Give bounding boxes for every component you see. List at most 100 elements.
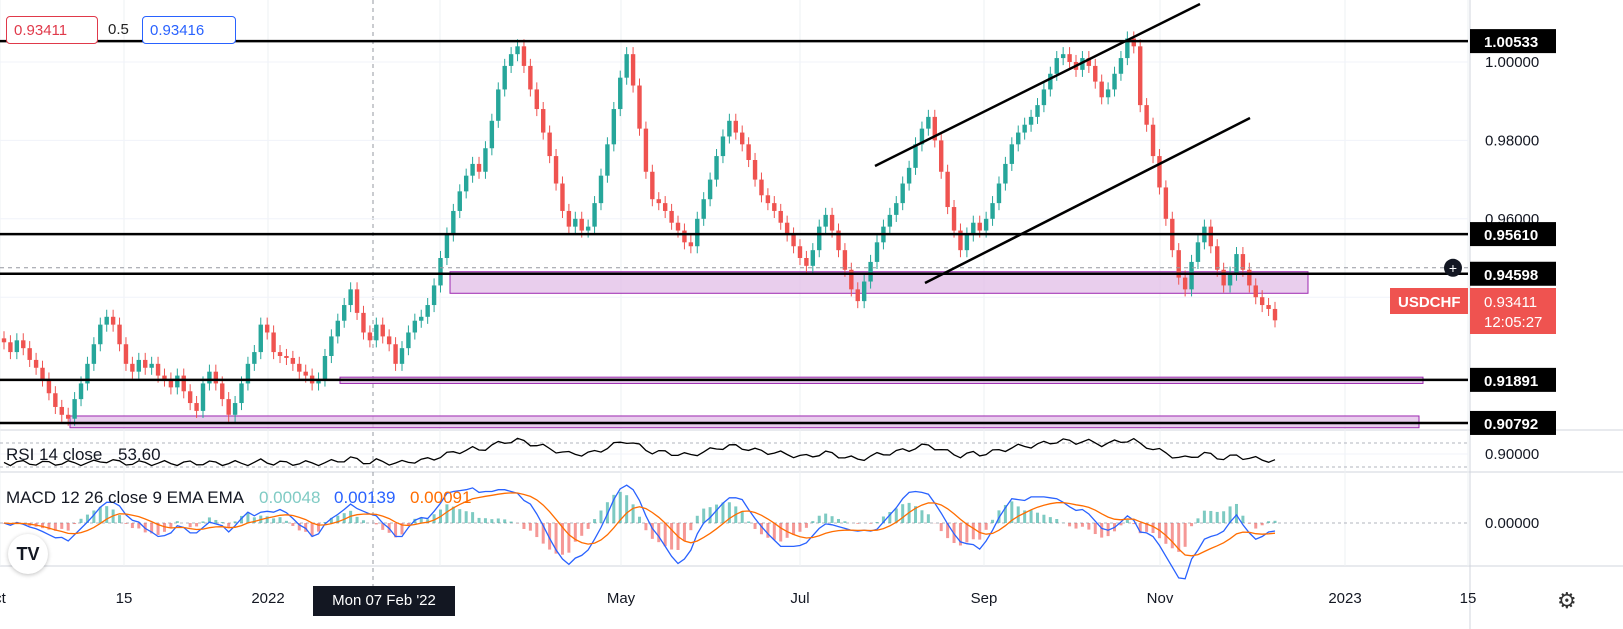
candle-body — [1041, 89, 1047, 106]
macd-hist-bar — [432, 514, 436, 523]
sell-price-box[interactable]: 0.93411 — [6, 16, 98, 44]
buy-price-box[interactable]: 0.93416 — [142, 16, 236, 44]
macd-hist-bar — [220, 522, 224, 523]
candle-body — [252, 352, 257, 364]
candle-body — [945, 171, 950, 208]
macd-hist-bar — [830, 516, 834, 523]
macd-hist-bar — [535, 523, 539, 538]
macd-hist-bar — [721, 502, 725, 523]
candle-body — [643, 128, 649, 172]
macd-hist-bar — [323, 522, 327, 523]
macd-hist-bar — [1016, 506, 1020, 523]
candle-body — [1182, 277, 1188, 290]
macd-hist-bar — [1241, 515, 1245, 523]
candle-body — [528, 65, 533, 90]
crosshair-plus-icon — [1444, 258, 1462, 277]
candle-body — [1131, 38, 1136, 47]
price-tag-bg — [1470, 288, 1556, 334]
candle-body — [720, 136, 726, 157]
candle-body — [1227, 273, 1233, 286]
x-tick-label: 15 — [116, 590, 133, 607]
settings-gear-icon[interactable]: ⚙ — [1557, 588, 1577, 613]
candle-body — [386, 336, 392, 345]
candle-body — [778, 210, 783, 223]
macd-hist-bar — [477, 517, 481, 523]
macd-hist-bar — [214, 519, 218, 523]
macd-hist-bar — [124, 523, 128, 524]
macd-hist-bar — [894, 508, 898, 523]
candle-body — [444, 234, 450, 258]
candle-body — [874, 242, 880, 262]
macd-hist-bar — [1093, 523, 1097, 535]
candle-body — [335, 320, 340, 337]
candle-body — [662, 203, 668, 211]
candle-body — [425, 305, 430, 317]
candle-body — [1009, 144, 1015, 164]
macd-hist-bar — [869, 523, 873, 524]
macd-hist-bar — [451, 506, 455, 523]
macd-hist-bar — [419, 517, 423, 523]
candle-body — [1266, 305, 1271, 309]
macd-hist-bar — [888, 512, 892, 523]
candle-body — [470, 163, 475, 176]
macd-hist-bar — [233, 521, 237, 523]
candle-body — [40, 367, 45, 380]
rsi-value: 53.60 — [118, 445, 161, 464]
symbol-tag-bg — [1390, 288, 1468, 314]
macd-hist-bar — [92, 510, 96, 523]
macd-hist-bar — [284, 520, 288, 523]
macd-hist-bar — [644, 523, 648, 531]
candle-body — [534, 89, 539, 110]
countdown-value: 12:05:27 — [1484, 314, 1542, 331]
macd-hist-bar — [272, 518, 276, 523]
macd-hist-bar — [374, 523, 378, 525]
candle-body — [579, 218, 584, 231]
candle-body — [14, 340, 20, 353]
candle-body — [669, 210, 674, 223]
channel-lower-line — [924, 116, 1251, 285]
candle-body — [1022, 124, 1027, 133]
macd-hist-bar — [291, 523, 295, 526]
candle-body — [688, 242, 694, 247]
candle-body — [515, 46, 520, 55]
candle-body — [406, 332, 411, 349]
macd-hist-bar — [727, 502, 731, 523]
macd-hist-bar — [1055, 519, 1059, 523]
candle-body — [98, 324, 103, 345]
macd-hist-bar — [1087, 523, 1091, 530]
macd-hist-bar — [361, 520, 365, 523]
candle-body — [342, 305, 347, 321]
candle-body — [1240, 254, 1246, 270]
macd-hist-bar — [406, 523, 410, 525]
x-tick-label: 15 — [1460, 590, 1477, 607]
macd-hist-bar — [394, 523, 398, 538]
macd-hist-bar — [188, 523, 192, 528]
macd-hist-bar — [1177, 523, 1181, 552]
macd-hist-bar — [586, 523, 590, 529]
candle-body — [707, 179, 713, 200]
candle-body — [220, 383, 225, 400]
macd-hist-bar — [560, 523, 564, 555]
candle-body — [585, 226, 591, 231]
candle-body — [149, 363, 154, 368]
macd-hist-bar — [759, 523, 763, 535]
macd-hist-bar — [150, 523, 154, 534]
macd-hist-value: 0.00048 — [259, 488, 320, 507]
candle-body — [27, 348, 32, 360]
macd-hist-bar — [811, 521, 815, 523]
macd-hist-bar — [400, 523, 404, 535]
candle-body — [598, 175, 604, 204]
candle-body — [682, 230, 687, 243]
macd-hist-bar — [708, 507, 712, 523]
level-label: 0.94598 — [1484, 267, 1538, 284]
macd-hist-bar — [1023, 510, 1027, 523]
candle-body — [181, 375, 186, 392]
candle-body — [906, 167, 912, 184]
candle-body — [1150, 124, 1156, 157]
macd-hist-bar — [342, 513, 346, 523]
macd-hist-bar — [991, 519, 995, 523]
y-tick-label: 0.98000 — [1485, 132, 1539, 149]
candle-body — [1259, 297, 1265, 306]
